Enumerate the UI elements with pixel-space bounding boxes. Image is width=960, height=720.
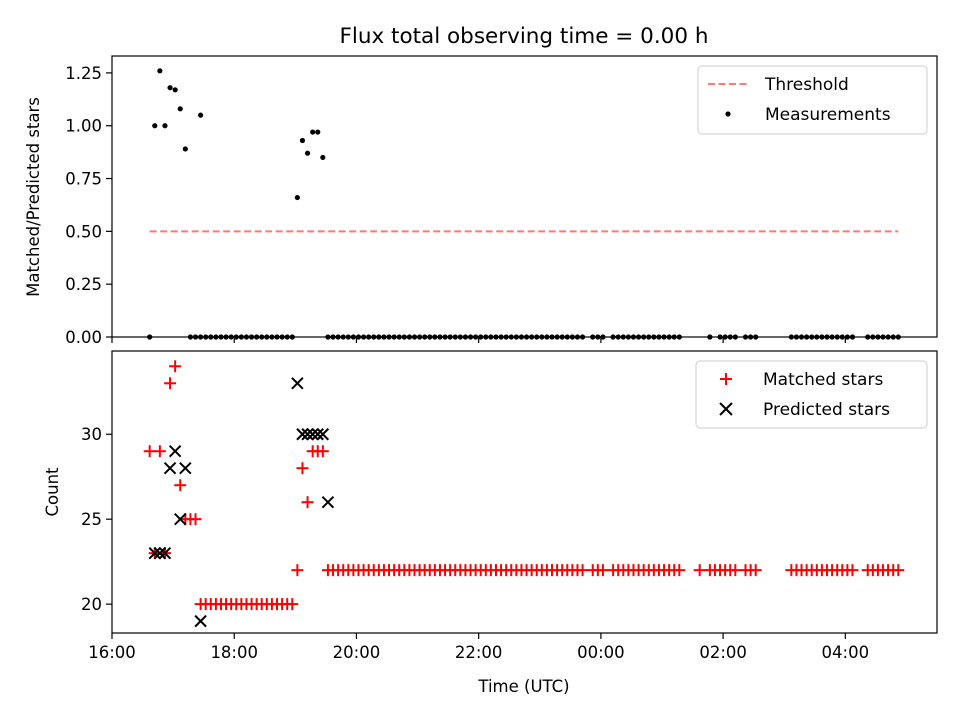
counts-panel: 20 25 30 16:00 18:00 20:00 22:00 00:00 02:00 04:… <box>43 350 938 696</box>
matched-star-point <box>169 360 182 373</box>
counts-y-tick-label: 30 <box>81 425 102 444</box>
ratio-y-ticks: 0.00 0.25 0.50 0.75 1.00 1.25 <box>65 64 112 347</box>
counts-x-tick-label: 04:00 <box>822 643 870 662</box>
ratio-y-tick-label: 0.75 <box>65 170 102 189</box>
predicted-legend-marker <box>719 402 733 416</box>
measurement-point <box>152 123 158 129</box>
matched-star-point <box>296 462 309 475</box>
predicted-star-point <box>321 495 335 509</box>
predicted-star-point <box>168 445 182 458</box>
measurement-point <box>315 129 321 135</box>
matched-star-point <box>291 564 304 577</box>
matched-star-point <box>301 496 314 509</box>
matched-star-point <box>316 445 329 458</box>
counts-y-tick-label: 25 <box>81 510 102 529</box>
measurement-point <box>198 112 204 118</box>
counts-legend: Matched stars Predicted stars <box>695 360 928 429</box>
measurement-point <box>320 154 326 161</box>
counts-y-ticks: 20 25 30 <box>81 425 112 614</box>
matched-star-point <box>749 564 762 577</box>
counts-x-tick-label: 16:00 <box>88 643 136 662</box>
ratio-legend-box <box>697 65 928 135</box>
predicted-star-point <box>148 546 161 560</box>
measurement-point <box>304 150 311 156</box>
measurements-legend-marker <box>725 111 731 117</box>
predicted-star-point <box>163 462 177 475</box>
matched-star-point <box>164 377 177 390</box>
matched-star-point <box>153 445 166 458</box>
counts-y-axis-label: Count <box>43 467 62 517</box>
predicted-star-point <box>296 428 309 441</box>
matched-star-point <box>596 564 609 577</box>
predicted-star-point <box>174 512 187 526</box>
matched-star-point <box>143 445 156 458</box>
counts-x-axis-label: Time (UTC) <box>477 677 569 696</box>
predicted-star-point <box>291 377 304 390</box>
matched-star-point <box>892 564 905 577</box>
counts-x-tick-label: 02:00 <box>699 643 747 662</box>
ratio-x-ticks <box>111 337 846 343</box>
predicted-star-point <box>311 428 324 441</box>
ratio-y-tick-label: 1.00 <box>65 117 102 136</box>
ratio-panel: 0.00 0.25 0.50 0.75 1.00 1.25 Matched/Predict… <box>24 55 938 347</box>
counts-axes-frame <box>111 350 938 634</box>
predicted-star-point <box>306 428 319 441</box>
counts-x-tick-label: 18:00 <box>210 643 258 662</box>
ratio-y-tick-label: 0.00 <box>65 328 102 347</box>
ratio-legend: Threshold Measurements <box>697 65 928 135</box>
predicted-star-point <box>316 428 330 441</box>
counts-x-ticks: 16:00 18:00 20:00 22:00 00:00 02:00 04:00 <box>88 633 869 662</box>
predicted-star-point <box>194 614 207 628</box>
measurement-point <box>310 129 316 135</box>
predicted-star-point <box>179 462 192 475</box>
matched-legend-label: Matched stars <box>763 370 883 390</box>
matched-star-point <box>576 564 589 577</box>
measurement-point <box>162 123 168 129</box>
matched-legend-marker <box>720 373 732 385</box>
measurement-point <box>294 194 300 201</box>
measurement-point <box>182 146 188 152</box>
counts-x-tick-label: 20:00 <box>333 643 381 662</box>
measurement-point <box>172 87 178 93</box>
predicted-star-point <box>153 546 167 560</box>
ratio-y-axis-label: Matched/Predicted stars <box>24 97 43 297</box>
measurement-point <box>157 68 163 74</box>
counts-y-tick-label: 20 <box>81 595 102 614</box>
matched-star-point <box>286 598 299 611</box>
counts-x-tick-label: 22:00 <box>455 643 503 662</box>
matched-star-point <box>174 479 187 492</box>
matched-star-point <box>729 564 742 577</box>
ratio-y-tick-label: 0.50 <box>65 222 102 241</box>
measurements-legend-label: Measurements <box>765 105 891 125</box>
counts-x-tick-label: 00:00 <box>577 643 625 662</box>
matched-star-point <box>673 564 686 577</box>
threshold-legend-label: Threshold <box>764 75 849 95</box>
counts-legend-box <box>695 360 928 429</box>
measurement-point <box>177 106 183 112</box>
predicted-star-point <box>301 428 314 441</box>
ratio-axes-frame <box>111 55 938 338</box>
matched-star-point <box>189 513 202 526</box>
measurement-point <box>299 137 306 144</box>
ratio-y-tick-label: 1.25 <box>65 64 102 83</box>
matched-star-point <box>846 564 859 577</box>
predicted-star-point <box>158 546 172 560</box>
predicted-legend-label: Predicted stars <box>763 400 890 420</box>
ratio-y-tick-label: 0.25 <box>65 275 102 294</box>
matched-star-point <box>693 564 706 577</box>
measurement-point <box>167 85 173 91</box>
counts-marks <box>143 360 905 628</box>
chart-title: Flux total observing time = 0.00 h <box>340 24 709 49</box>
